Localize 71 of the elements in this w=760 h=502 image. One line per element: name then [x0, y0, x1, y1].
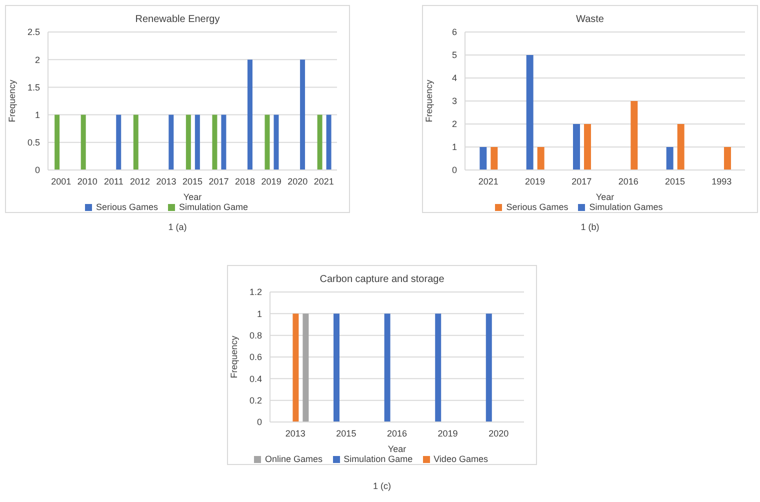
legend-label: Video Games [434, 454, 488, 464]
bar [490, 147, 498, 170]
x-axis-title: Year [183, 192, 202, 202]
chart-title: Waste [575, 14, 605, 25]
y-tick-label: 1 [452, 142, 457, 152]
y-tick-label: 3 [452, 96, 457, 106]
x-tick-label: 2015 [182, 176, 203, 186]
y-tick-label: 1 [256, 308, 262, 319]
y-tick-label: 1.2 [249, 287, 262, 298]
y-tick-label: 1.5 [27, 82, 40, 92]
y-tick-label: 0.6 [249, 352, 262, 362]
x-tick-label: 2018 [235, 176, 256, 186]
x-tick-label: 2017 [572, 176, 592, 186]
x-tick-label: 2019 [438, 428, 458, 438]
x-tick-label: 2021 [314, 176, 334, 186]
x-tick-label: 2012 [130, 176, 150, 186]
y-axis-title: Frequency [229, 335, 240, 378]
x-tick-label: 2015 [664, 176, 686, 186]
text: 1 (c) [372, 481, 392, 491]
bar [573, 124, 580, 170]
bar [537, 147, 544, 170]
bar [526, 55, 534, 170]
text: 1 (b) [580, 222, 600, 232]
y-tick-label: 0.2 [249, 396, 262, 406]
y-tick-label: 0.5 [27, 138, 40, 148]
legend-label: Online Games [265, 454, 323, 464]
bar [666, 147, 674, 170]
x-tick-label: 2013 [285, 428, 306, 438]
y-axis-title: Frequency [7, 79, 18, 122]
y-tick-label: 5 [452, 50, 457, 60]
y-axis-title: Frequency [424, 79, 434, 122]
x-tick-label: 2016 [386, 428, 408, 438]
x-tick-label: 2020 [288, 176, 308, 186]
y-tick-label: 0.8 [249, 330, 262, 341]
x-axis-title: Year [388, 444, 406, 454]
legend-label: Simulation Games [589, 202, 663, 212]
x-tick-label: 1993 [712, 176, 732, 186]
bar [724, 147, 731, 170]
bar [630, 101, 638, 170]
x-tick-label: 2016 [618, 176, 638, 186]
bar [584, 124, 591, 170]
legend-label: Simulation Game [179, 202, 248, 212]
y-tick-label: 0.4 [249, 374, 262, 384]
y-tick-label: 0 [452, 165, 457, 176]
y-tick-label: 0 [256, 417, 262, 428]
legend-label: Serious Games [506, 202, 568, 212]
x-tick-label: 2020 [488, 428, 509, 438]
x-axis-title: Year [596, 192, 614, 202]
x-tick-label: 2019 [261, 176, 282, 186]
x-tick-label: 2021 [478, 176, 498, 186]
y-tick-label: 4 [452, 73, 457, 84]
y-tick-label: 0 [34, 165, 40, 176]
y-tick-label: 2.5 [27, 27, 40, 38]
bar [480, 147, 487, 170]
y-tick-label: 6 [452, 27, 457, 38]
legend-label: Simulation Game [344, 454, 413, 464]
x-tick-label: 2015 [336, 428, 356, 438]
bar [677, 124, 684, 170]
x-tick-label: 2001 [51, 176, 72, 186]
chart-title: Renewable Energy [134, 14, 221, 25]
y-tick-label: 2 [452, 119, 457, 130]
x-tick-label: 2010 [77, 176, 98, 186]
x-tick-label: 2017 [208, 176, 229, 186]
x-tick-label: 2013 [156, 176, 176, 186]
text: 1 (a) [167, 222, 188, 232]
x-tick-label: 2011 [104, 176, 124, 186]
chart-title: Carbon capture and storage [318, 274, 446, 285]
legend-label: Serious Games [96, 202, 158, 212]
x-tick-label: 2019 [524, 176, 546, 186]
y-tick-label: 1 [34, 110, 40, 120]
y-tick-label: 2 [34, 54, 40, 65]
